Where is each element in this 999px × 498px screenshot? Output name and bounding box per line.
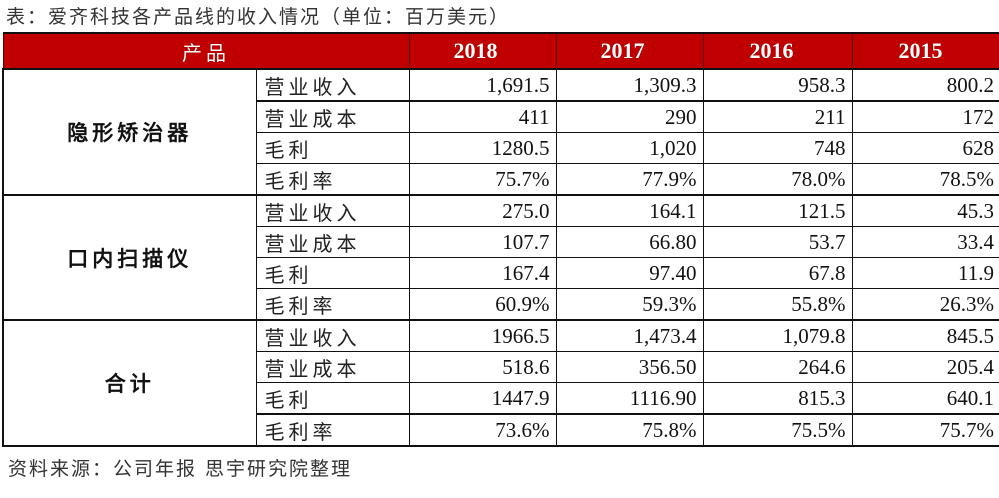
value-cell: 26.3% [851, 288, 999, 321]
metric-cell: 营业收入 [255, 68, 410, 102]
value-cell: 78.5% [851, 163, 999, 196]
value-cell: 275.0 [408, 194, 557, 227]
value-cell: 75.5% [702, 413, 853, 447]
metric-cell: 毛利 [255, 132, 410, 164]
value-cell: 1966.5 [408, 319, 557, 352]
value-cell: 640.1 [851, 382, 999, 415]
value-cell: 356.50 [555, 351, 704, 383]
value-cell: 211 [702, 100, 853, 133]
value-cell: 264.6 [702, 351, 853, 383]
value-cell: 60.9% [408, 288, 557, 321]
revenue-table: 产品 2018 2017 2016 2015 隐形矫治器 营业收入 1,691.… [2, 32, 999, 447]
value-cell: 1,691.5 [408, 68, 557, 102]
value-cell: 45.3 [851, 194, 999, 227]
value-cell: 411 [408, 100, 557, 133]
value-cell: 33.4 [851, 226, 999, 258]
value-cell: 75.8% [555, 413, 704, 447]
value-cell: 1,079.8 [702, 319, 853, 352]
value-cell: 800.2 [851, 68, 999, 102]
value-cell: 164.1 [555, 194, 704, 227]
value-cell: 290 [555, 100, 704, 133]
value-cell: 55.8% [702, 288, 853, 321]
table-row: 合计 营业收入 1966.5 1,473.4 1,079.8 845.5 [2, 319, 999, 447]
table-row: 隐形矫治器 营业收入 1,691.5 1,309.3 958.3 800.2 [2, 68, 999, 196]
table-caption: 表：爱齐科技各产品线的收入情况（单位：百万美元） [6, 6, 511, 28]
value-cell: 121.5 [702, 194, 853, 227]
source-note: 资料来源：公司年报 思宇研究院整理 [8, 458, 353, 480]
metric-cell: 营业成本 [255, 351, 410, 383]
value-cell: 628 [851, 132, 999, 164]
value-cell: 75.7% [408, 163, 557, 196]
value-cell: 1116.90 [555, 382, 704, 415]
metric-cell: 毛利 [255, 257, 410, 289]
value-cell: 172 [851, 100, 999, 133]
metric-cell: 毛利 [255, 382, 410, 415]
value-cell: 845.5 [851, 319, 999, 352]
value-cell: 66.80 [555, 226, 704, 258]
metric-cell: 毛利率 [255, 163, 410, 196]
header-year-2018: 2018 [408, 32, 557, 70]
metric-cell: 毛利率 [255, 413, 410, 447]
table-row: 毛利 1280.5 1,020 748 628 [3, 132, 999, 164]
metric-cell: 营业收入 [255, 319, 410, 352]
value-cell: 958.3 [702, 68, 853, 102]
product-cell: 隐形矫治器 [2, 68, 257, 196]
product-cell: 合计 [2, 319, 257, 447]
metric-cell: 营业成本 [255, 226, 410, 258]
value-cell: 1447.9 [408, 382, 557, 415]
value-cell: 75.7% [851, 413, 999, 447]
value-cell: 1280.5 [408, 132, 557, 164]
table-row: 营业成本 107.7 66.80 53.7 33.4 [3, 226, 999, 258]
metric-cell: 毛利率 [255, 288, 410, 321]
value-cell: 53.7 [702, 226, 853, 258]
value-cell: 59.3% [555, 288, 704, 321]
header-year-2016: 2016 [702, 32, 853, 70]
value-cell: 205.4 [851, 351, 999, 383]
table-row: 毛利率 75.7% 77.9% 78.0% 78.5% [3, 163, 999, 196]
value-cell: 67.8 [702, 257, 853, 289]
value-cell: 167.4 [408, 257, 557, 289]
table-row: 毛利率 73.6% 75.8% 75.5% 75.7% [3, 413, 999, 447]
table-row: 营业成本 518.6 356.50 264.6 205.4 [3, 351, 999, 383]
value-cell: 1,020 [555, 132, 704, 164]
metric-cell: 营业收入 [255, 194, 410, 227]
header-year-2015: 2015 [851, 32, 999, 70]
product-cell: 口内扫描仪 [2, 194, 257, 321]
table-row: 口内扫描仪 营业收入 275.0 164.1 121.5 45.3 [2, 194, 999, 321]
header-row: 产品 2018 2017 2016 2015 [2, 32, 999, 70]
table-row: 毛利 167.4 97.40 67.8 11.9 [3, 257, 999, 289]
value-cell: 1,309.3 [555, 68, 704, 102]
value-cell: 78.0% [702, 163, 853, 196]
value-cell: 748 [702, 132, 853, 164]
value-cell: 97.40 [555, 257, 704, 289]
value-cell: 11.9 [851, 257, 999, 289]
value-cell: 73.6% [408, 413, 557, 447]
header-product: 产品 [2, 32, 410, 70]
metric-cell: 营业成本 [255, 100, 410, 133]
header-year-2017: 2017 [555, 32, 704, 70]
value-cell: 107.7 [408, 226, 557, 258]
value-cell: 77.9% [555, 163, 704, 196]
value-cell: 1,473.4 [555, 319, 704, 352]
value-cell: 815.3 [702, 382, 853, 415]
table-row: 毛利率 60.9% 59.3% 55.8% 26.3% [3, 288, 999, 321]
value-cell: 518.6 [408, 351, 557, 383]
